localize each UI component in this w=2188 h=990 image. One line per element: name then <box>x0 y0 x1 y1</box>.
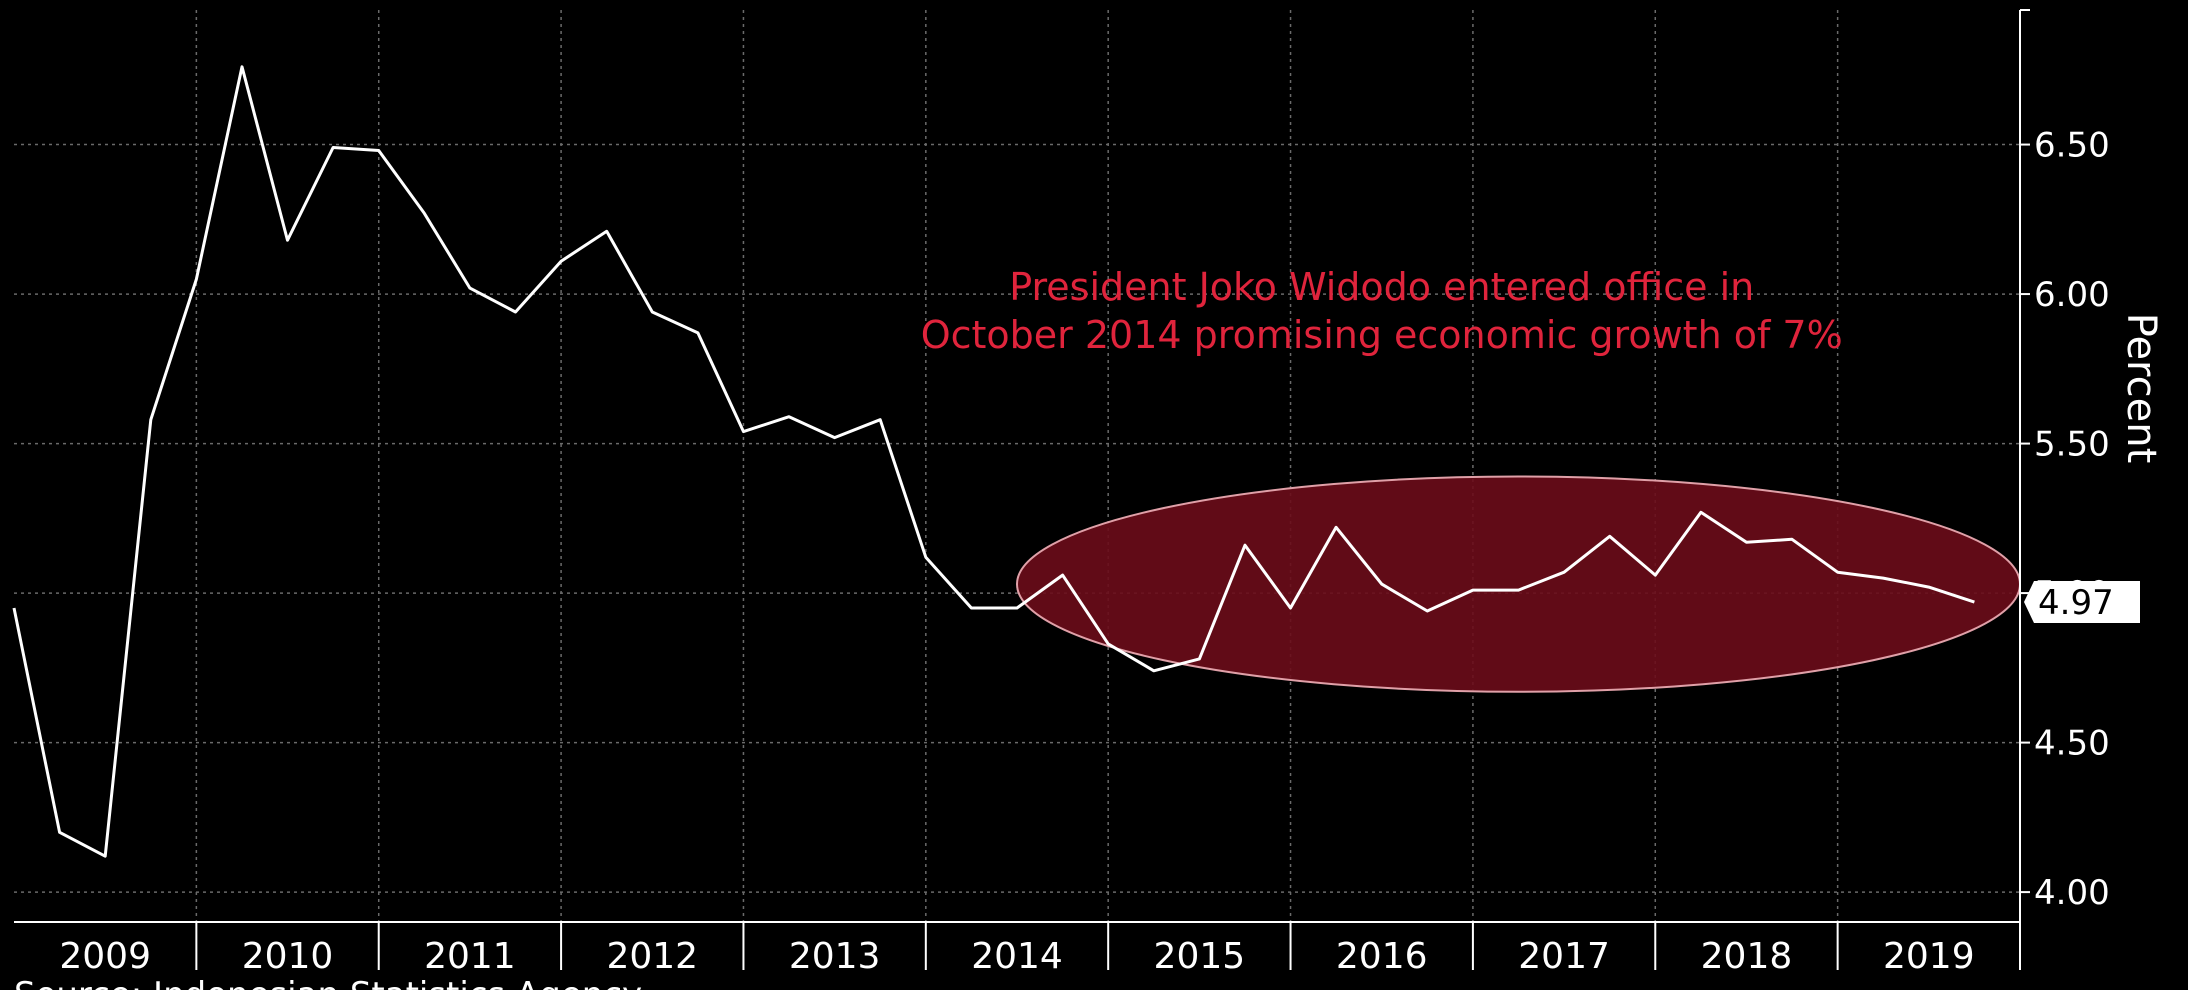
annotation: President Joko Widodo entered office inO… <box>921 265 1843 357</box>
y-tick-label: 4.50 <box>2034 724 2110 764</box>
x-tick-label: 2009 <box>59 936 151 977</box>
highlight-region <box>1016 475 2021 693</box>
line-series <box>12 65 1975 858</box>
x-tick-label: 2015 <box>1154 936 1246 977</box>
y-tick-label: 6.50 <box>2034 126 2110 166</box>
y-axis: 4.004.505.005.506.006.504.97 <box>2019 9 2140 922</box>
annotation-line: October 2014 promising economic growth o… <box>921 313 1843 357</box>
x-tick-label: 2012 <box>606 936 698 977</box>
y-tick-label: 6.00 <box>2034 275 2110 315</box>
x-tick-label: 2016 <box>1336 936 1428 977</box>
x-axis: 2009 2010 2011 2012 2013 2014 2015 2016 2017 2018… <box>14 921 2021 977</box>
x-tick-label: 2019 <box>1883 936 1975 977</box>
highlight-ellipse <box>1016 475 2021 693</box>
last-value-badge <box>2024 581 2140 624</box>
series-line <box>12 65 1975 858</box>
x-tick-label: 2013 <box>789 936 881 977</box>
x-tick-label: 2014 <box>971 936 1063 977</box>
source-note: Source: Indonesian Statistics Agency <box>14 975 642 990</box>
x-tick-label: 2017 <box>1518 936 1610 977</box>
x-tick-label: 2011 <box>424 936 516 977</box>
y-axis-title: Percent <box>2118 313 2164 464</box>
x-tick-label: 2010 <box>242 936 334 977</box>
grid-lines <box>14 10 2020 922</box>
annotation-line: President Joko Widodo entered office in <box>1009 265 1754 309</box>
last-value-label: 4.97 <box>2038 583 2114 623</box>
x-tick-label: 2018 <box>1701 936 1793 977</box>
y-tick-label: 5.50 <box>2034 425 2110 465</box>
y-tick-label: 4.00 <box>2034 873 2110 913</box>
